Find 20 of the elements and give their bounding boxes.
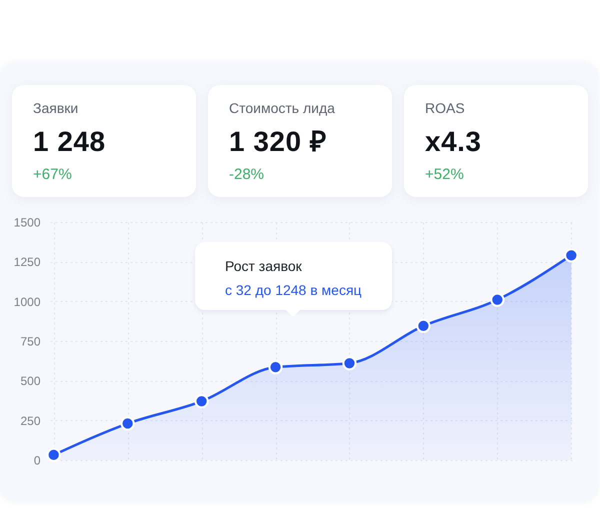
card: ROAS x4.3 +52%: [404, 85, 588, 197]
y-tick-label: 1000: [14, 294, 41, 309]
annotation: Рост заявок: [225, 257, 303, 276]
point: [342, 356, 357, 370]
y-tick-label: 250: [20, 414, 41, 428]
y-tick-label: 500: [20, 374, 41, 388]
point: [46, 448, 61, 462]
card: Заявки 1 248 +67%: [12, 85, 196, 197]
point: [564, 248, 578, 262]
point: [120, 416, 135, 431]
y-tick-label: 1250: [14, 255, 41, 270]
annotation: с 32 до 1248 в месяц: [225, 281, 363, 300]
point: [268, 360, 283, 374]
point: [194, 394, 209, 408]
point: [416, 318, 431, 334]
y-tick-label: 1500: [14, 216, 41, 230]
y-tick-label: 0: [34, 454, 41, 468]
card: Стоимость лида 1 320 ₽ -28%: [208, 85, 392, 197]
y-tick-label: 750: [20, 334, 41, 348]
point: [490, 292, 504, 307]
